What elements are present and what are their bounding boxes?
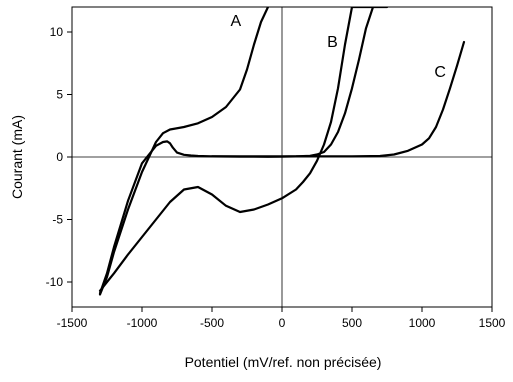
y-tick-label: 5 bbox=[56, 88, 63, 102]
y-axis-ticks: -10 -5 0 5 10 bbox=[46, 25, 72, 289]
x-axis-ticks: -1500 -1000 -500 0 500 1000 1500 bbox=[57, 307, 506, 330]
series-line-a bbox=[98, 7, 270, 296]
series-label-b: B bbox=[327, 34, 338, 51]
y-axis-title: Courant (mA) bbox=[9, 115, 25, 199]
x-axis-title: Potentiel (mV/ref. non précisée) bbox=[185, 354, 382, 370]
y-tick-label: 10 bbox=[50, 25, 64, 39]
y-tick-label: -10 bbox=[46, 275, 64, 289]
series-label-a: A bbox=[230, 13, 241, 30]
x-tick-label: 1500 bbox=[479, 316, 506, 330]
series-label-c: C bbox=[434, 64, 446, 81]
curves bbox=[98, 7, 466, 296]
curve-labels: A B C bbox=[230, 13, 446, 81]
y-tick-label: 0 bbox=[56, 150, 63, 164]
series-line-c bbox=[210, 40, 466, 158]
x-tick-label: -1500 bbox=[57, 316, 88, 330]
series-line-b bbox=[98, 7, 389, 295]
y-tick-label: -5 bbox=[52, 213, 63, 227]
x-tick-label: -1000 bbox=[127, 316, 158, 330]
x-tick-label: -500 bbox=[200, 316, 224, 330]
x-tick-label: 0 bbox=[279, 316, 286, 330]
x-tick-label: 500 bbox=[342, 316, 362, 330]
x-tick-label: 1000 bbox=[409, 316, 436, 330]
